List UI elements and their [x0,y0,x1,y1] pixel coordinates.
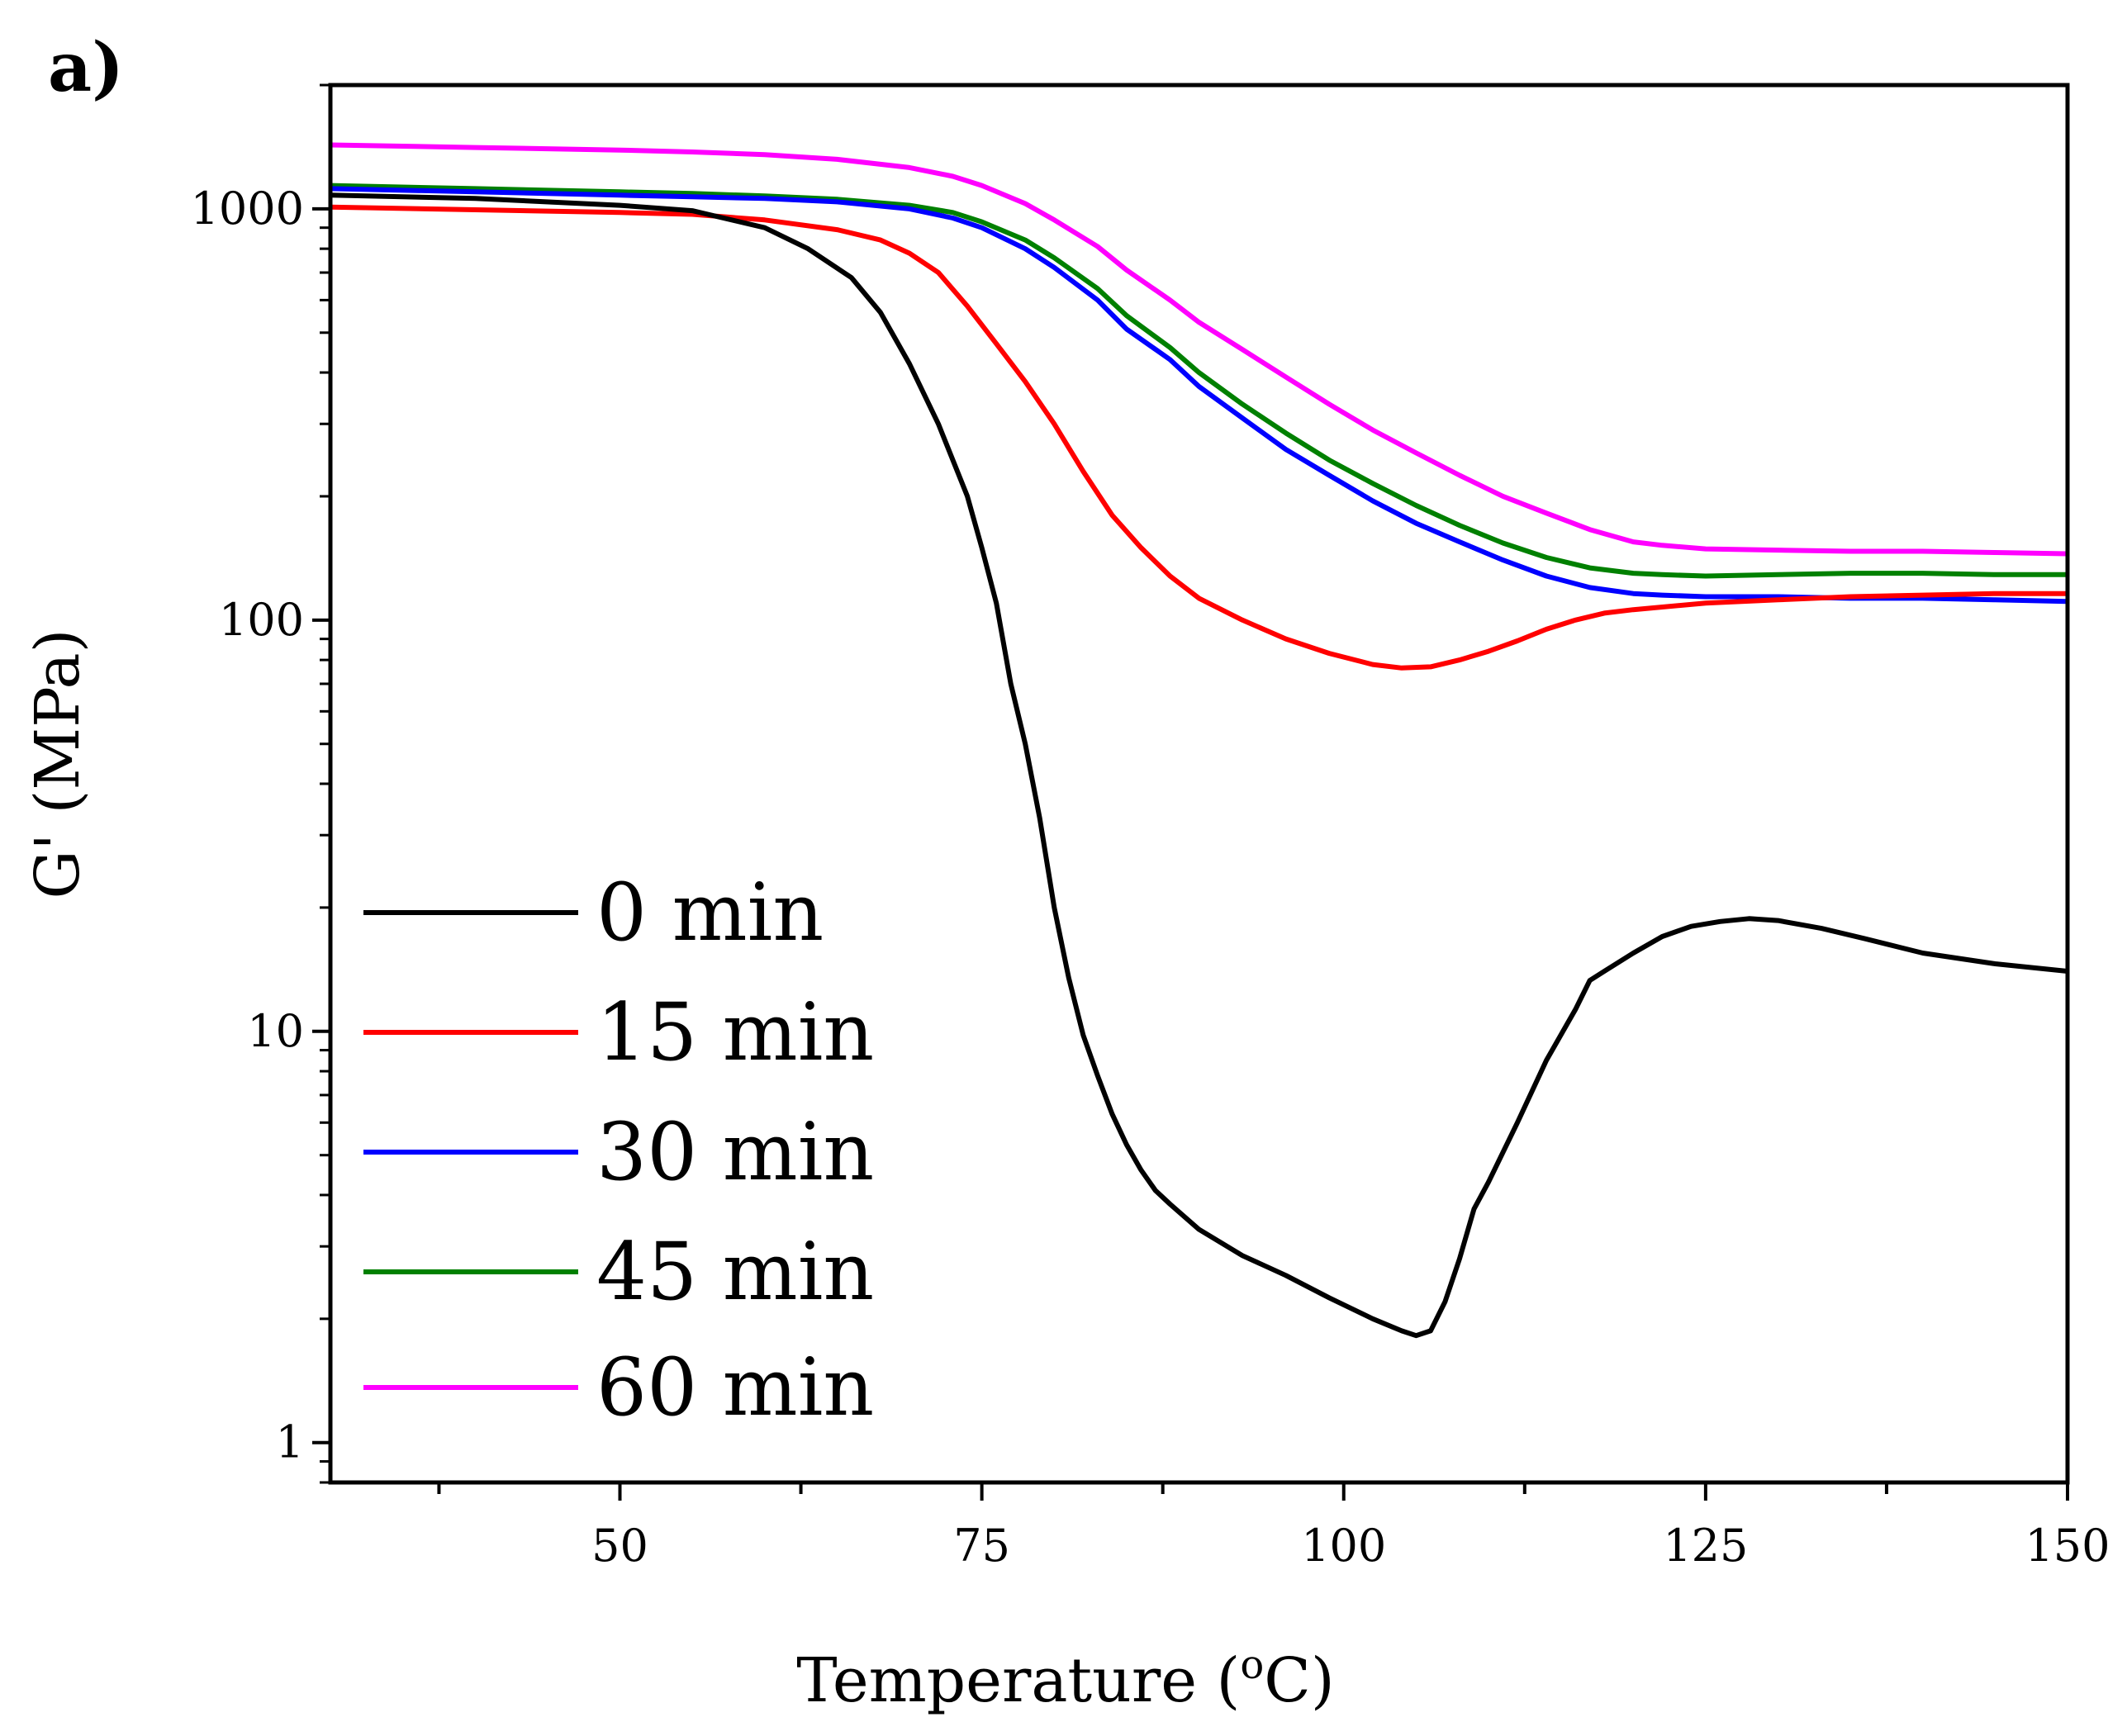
y-tick-label: 1000 [191,183,304,235]
x-tick-label: 50 [591,1520,648,1572]
series-layer [330,142,2068,1339]
y-tick-label: 10 [247,1005,304,1057]
plot-frame [328,83,2070,1485]
legend-label-45-min: 45 min [596,1226,874,1318]
legend-label-60-min: 60 min [596,1341,874,1434]
legend-label-15-min: 15 min [596,986,874,1079]
y-tick-label: 1 [276,1416,304,1468]
x-tick-label: 75 [953,1520,1010,1572]
x-tick-label: 150 [2025,1520,2110,1572]
series-line-60-min [330,142,2068,557]
series-line-30-min [330,186,2068,605]
x-tick-label: 100 [1301,1520,1386,1572]
panel-label: a) [48,28,124,107]
y-tick-label: 100 [219,594,304,646]
legend: 0 min 15 min 30 min 45 min 60 min [363,866,874,1434]
x-tick-label: 125 [1663,1520,1748,1572]
legend-label-0-min: 0 min [596,866,824,959]
series-line-15-min [330,204,2068,671]
x-axis-title: Temperature (oC) [796,1642,1335,1716]
y-axis-title: G' (MPa) [22,628,93,899]
series-line-0-min [330,192,2068,1339]
legend-label-30-min: 30 min [596,1106,874,1198]
axes-layer: 50 75 100 125 150 1 10 100 1000 [191,83,2110,1572]
series-line-45-min [330,183,2068,579]
